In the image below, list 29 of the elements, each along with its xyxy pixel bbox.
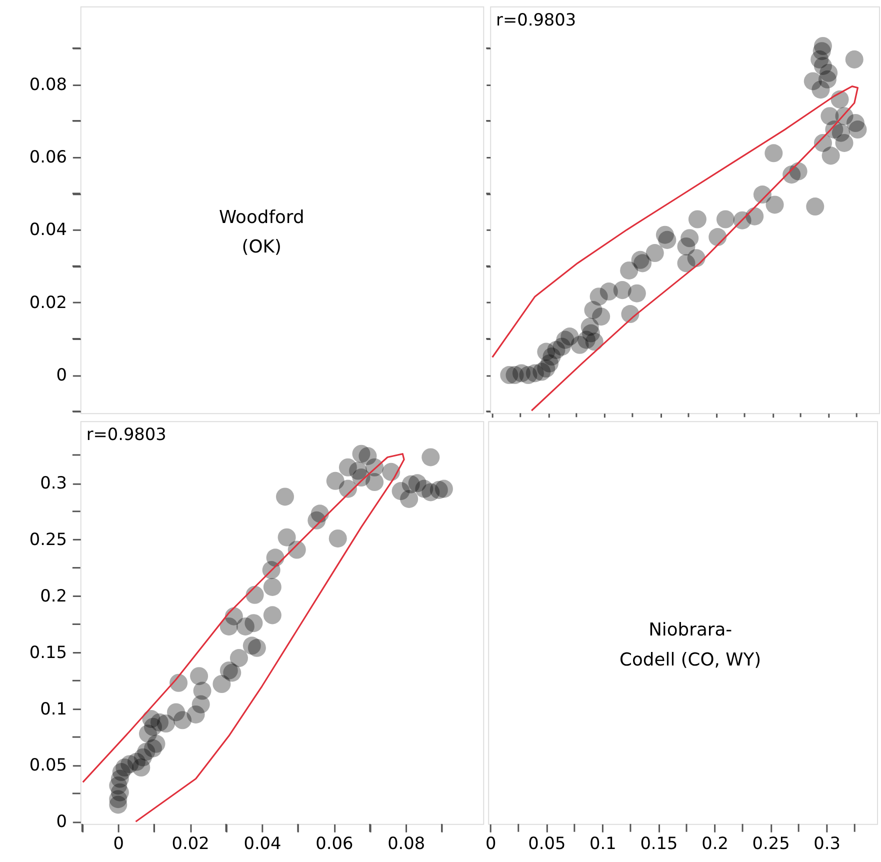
y-tick-label: 0.08 [29,74,67,94]
annotation: Niobrara- Codell (CO, WY) [620,620,762,670]
annotation: r=0.9803 [496,9,576,30]
annotation: Woodford (OK) [218,206,304,258]
y-tick-label: 0.15 [29,642,67,662]
y-tick-label: 0.05 [29,754,67,775]
y-tick-label: 0 [56,811,67,832]
annotation: r=0.9803 [86,424,166,444]
y-tick-label: 0.2 [40,585,67,606]
x-tick-label: 0.05 [528,833,566,854]
x-tick-label: 0 [485,833,496,854]
y-tick-label: 0.04 [29,219,67,240]
y-tick-label: 0.06 [29,146,67,167]
x-tick-label: 0.02 [172,833,210,854]
y-tick-label: 0.3 [40,472,67,493]
x-tick-label: 0.2 [702,833,728,854]
x-tick-label: 0.3 [814,833,840,854]
x-tick-label: 0.08 [388,833,426,854]
x-tick-label: 0 [113,833,124,854]
x-tick-label: 0.04 [244,833,282,854]
x-tick-label: 0.1 [590,833,616,854]
x-tick-label: 0.15 [640,833,678,854]
x-tick-label: 0.06 [316,833,354,854]
y-tick-label: 0 [56,364,67,385]
y-tick-label: 0.02 [29,292,67,312]
line-series [82,453,405,822]
y-tick-label: 0.1 [40,698,67,718]
y-tick-label: 0.25 [29,529,67,550]
x-tick-label: 0.25 [752,833,790,854]
